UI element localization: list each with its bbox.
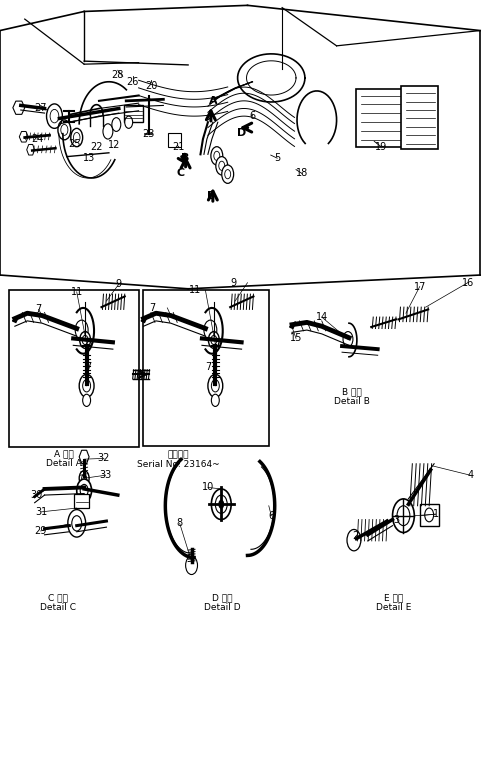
Circle shape — [343, 332, 353, 347]
Polygon shape — [27, 144, 35, 155]
Text: Serial No. 23164~: Serial No. 23164~ — [137, 460, 219, 469]
Text: E: E — [206, 191, 214, 202]
Polygon shape — [19, 131, 28, 142]
Circle shape — [83, 394, 91, 406]
Text: Detail A: Detail A — [47, 459, 82, 468]
Text: 17: 17 — [414, 281, 426, 292]
Text: A: A — [208, 96, 217, 106]
Bar — [356, 89, 403, 147]
Text: 7: 7 — [36, 304, 42, 315]
Circle shape — [77, 479, 92, 502]
Circle shape — [204, 320, 217, 340]
Text: Detail D: Detail D — [204, 603, 241, 612]
Text: 适用号机: 适用号机 — [167, 450, 189, 459]
Circle shape — [211, 394, 219, 406]
Text: 28: 28 — [111, 70, 124, 80]
Text: 9: 9 — [231, 277, 237, 288]
Text: 10: 10 — [202, 482, 214, 493]
Text: 7: 7 — [205, 361, 211, 372]
Circle shape — [347, 529, 361, 551]
Circle shape — [393, 499, 414, 533]
Bar — [9, 290, 139, 447]
Text: 2: 2 — [352, 531, 358, 542]
Circle shape — [186, 556, 198, 575]
Text: 11: 11 — [190, 285, 201, 296]
Text: E 详细: E 详细 — [384, 593, 403, 602]
Bar — [401, 86, 438, 149]
Circle shape — [103, 124, 113, 139]
Circle shape — [222, 165, 234, 183]
Circle shape — [125, 116, 133, 128]
Bar — [143, 290, 269, 446]
Text: 20: 20 — [145, 81, 157, 92]
Text: 13: 13 — [83, 153, 95, 163]
Text: D 详细: D 详细 — [212, 593, 233, 602]
Circle shape — [79, 471, 89, 486]
Circle shape — [208, 374, 223, 397]
Circle shape — [80, 332, 91, 348]
Circle shape — [112, 118, 121, 131]
Circle shape — [218, 500, 224, 509]
Text: C 详细: C 详细 — [49, 593, 68, 602]
Text: 5: 5 — [274, 153, 280, 163]
Text: Detail E: Detail E — [376, 603, 411, 612]
Text: B: B — [182, 153, 190, 163]
Polygon shape — [79, 450, 89, 464]
Bar — [74, 494, 89, 508]
Polygon shape — [13, 101, 25, 115]
Bar — [420, 504, 439, 526]
Text: 23: 23 — [143, 128, 154, 139]
Text: 25: 25 — [68, 138, 81, 149]
Polygon shape — [12, 316, 19, 322]
Text: 8: 8 — [177, 518, 183, 529]
Text: 22: 22 — [90, 142, 103, 153]
Text: A 详细: A 详细 — [54, 449, 74, 458]
Text: C: C — [177, 168, 185, 179]
Text: 6: 6 — [249, 111, 255, 121]
Circle shape — [208, 332, 219, 348]
Bar — [124, 105, 143, 122]
Text: 33: 33 — [99, 470, 111, 481]
Polygon shape — [290, 322, 296, 329]
Text: 24: 24 — [31, 134, 44, 144]
Text: 32: 32 — [98, 453, 110, 464]
Text: 4: 4 — [467, 470, 473, 481]
Bar — [168, 133, 181, 147]
Text: 12: 12 — [108, 140, 120, 151]
Text: B 详细: B 详细 — [342, 387, 361, 397]
Text: 3: 3 — [393, 514, 399, 525]
Circle shape — [75, 320, 88, 340]
Circle shape — [211, 147, 223, 165]
Text: 18: 18 — [296, 168, 308, 179]
Circle shape — [216, 157, 228, 175]
Text: 27: 27 — [34, 103, 47, 114]
Polygon shape — [141, 316, 148, 322]
Text: 6: 6 — [268, 510, 274, 521]
Text: 1: 1 — [433, 509, 439, 520]
Text: 16: 16 — [462, 277, 474, 288]
Text: 7: 7 — [85, 361, 91, 372]
Text: D: D — [237, 128, 246, 138]
Circle shape — [72, 516, 82, 531]
Text: 7: 7 — [149, 303, 155, 313]
Text: 11: 11 — [71, 286, 83, 297]
Circle shape — [79, 374, 94, 397]
Text: 15: 15 — [290, 333, 302, 344]
Text: 21: 21 — [172, 142, 184, 153]
Text: 9: 9 — [116, 279, 122, 290]
Text: 31: 31 — [35, 507, 47, 517]
Circle shape — [211, 489, 231, 520]
Text: 14: 14 — [316, 312, 328, 322]
Text: 29: 29 — [35, 526, 47, 536]
Text: Detail B: Detail B — [334, 397, 369, 406]
Text: 26: 26 — [127, 76, 139, 87]
Text: 19: 19 — [375, 141, 387, 152]
Text: Detail C: Detail C — [41, 603, 76, 612]
Circle shape — [68, 510, 86, 537]
Text: 30: 30 — [30, 490, 42, 500]
